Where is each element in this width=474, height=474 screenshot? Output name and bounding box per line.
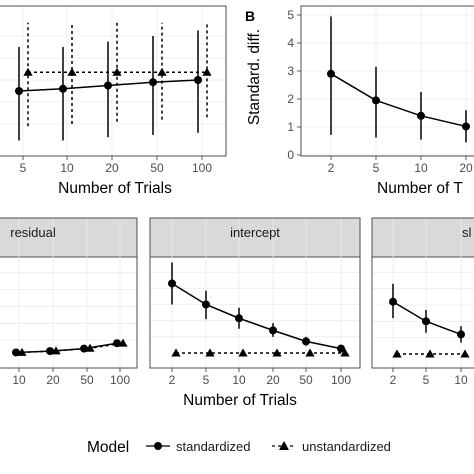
- x-tick-label: 5: [373, 161, 380, 175]
- data-point-standardized: [46, 347, 54, 356]
- panel-b-y-axis-title: Standard. diff.: [246, 29, 263, 125]
- data-point-standardized: [389, 297, 397, 306]
- x-tick-label: 20: [105, 161, 119, 175]
- x-tick-label: 10: [414, 161, 428, 175]
- panel-a-x-axis-title: Number of Trials: [58, 180, 172, 197]
- series-line-unstandardized: [21, 342, 124, 354]
- y-tick-label: 2: [287, 92, 294, 106]
- x-tick-label: 2: [169, 373, 176, 387]
- data-point-unstandardized: [425, 349, 435, 358]
- panel-border: [0, 217, 138, 369]
- x-tick-label: 10: [454, 373, 468, 387]
- data-point-unstandardized: [238, 348, 248, 357]
- facet-strip: [149, 217, 361, 258]
- data-point-unstandardized: [460, 349, 470, 358]
- data-point-unstandardized: [202, 67, 212, 76]
- data-point-standardized: [12, 348, 20, 357]
- data-point-standardized: [372, 96, 380, 105]
- strip-label-residual: residual: [10, 225, 56, 240]
- data-point-unstandardized: [51, 346, 61, 355]
- panel-intercept: 2 5 10 20 50 100: [149, 217, 361, 387]
- data-point-unstandardized: [157, 67, 167, 76]
- data-point-standardized: [149, 78, 157, 87]
- data-point-unstandardized: [305, 348, 315, 357]
- x-tick-label: 5: [203, 373, 210, 387]
- y-tick-label: 4: [287, 36, 294, 50]
- data-point-standardized: [59, 84, 67, 93]
- data-point-unstandardized: [85, 343, 95, 352]
- facet-strip: [371, 217, 474, 258]
- x-tick-label: 20: [46, 373, 60, 387]
- data-point-standardized: [104, 81, 112, 90]
- panel-b: 2 5 10 20 0 1 2 3 4 5: [287, 5, 474, 175]
- data-point-standardized: [462, 122, 470, 131]
- x-tick-label: 50: [150, 161, 164, 175]
- series-line-standardized: [171, 282, 342, 350]
- panel-a: 5 10 20 50 100: [0, 5, 227, 175]
- x-tick-label: 10: [60, 161, 74, 175]
- panel-residual: 10 20 50 100: [0, 217, 138, 387]
- x-tick-label: 100: [331, 373, 351, 387]
- y-tick-label: 0: [287, 148, 294, 162]
- data-point-standardized: [269, 326, 277, 335]
- data-point-unstandardized: [23, 67, 33, 76]
- data-point-standardized: [457, 330, 465, 339]
- data-point-unstandardized: [17, 347, 27, 356]
- data-point-standardized: [113, 339, 121, 348]
- data-point-unstandardized: [67, 67, 77, 76]
- data-point-standardized: [168, 279, 176, 288]
- legend: Model standardized unstandardized: [87, 439, 391, 456]
- x-tick-label: 100: [110, 373, 130, 387]
- x-tick-label: 100: [192, 161, 212, 175]
- data-point-unstandardized: [112, 67, 122, 76]
- data-point-unstandardized: [340, 348, 350, 357]
- panel-b-letter: B: [245, 8, 255, 24]
- data-point-unstandardized: [392, 349, 402, 358]
- legend-label-standardized: standardized: [176, 439, 250, 454]
- panel-slope: 2 5 10: [371, 217, 474, 387]
- strip-label-intercept: intercept: [230, 225, 280, 240]
- panel-border: [300, 5, 474, 157]
- y-tick-label: 5: [287, 8, 294, 22]
- x-tick-label: 2: [328, 161, 335, 175]
- x-tick-label: 20: [459, 161, 473, 175]
- x-tick-label: 50: [299, 373, 313, 387]
- x-tick-label: 5: [20, 161, 27, 175]
- x-tick-label: 5: [423, 373, 430, 387]
- data-point-unstandardized: [205, 348, 215, 357]
- data-point-standardized: [422, 317, 430, 326]
- panel-border: [149, 217, 361, 369]
- data-point-standardized: [302, 337, 310, 346]
- y-tick-label: 1: [287, 120, 294, 134]
- panel-border: [371, 217, 474, 369]
- bottom-x-axis-title: Number of Trials: [183, 392, 297, 409]
- panel-background: [301, 6, 474, 156]
- series-line-standardized: [330, 73, 467, 128]
- legend-label-unstandardized: unstandardized: [302, 439, 391, 454]
- data-point-standardized: [235, 314, 243, 323]
- x-tick-label: 10: [12, 373, 26, 387]
- y-tick-label: 3: [287, 64, 294, 78]
- data-point-standardized: [15, 87, 23, 95]
- data-point-standardized: [202, 300, 210, 309]
- legend-key-triangle: [279, 441, 289, 450]
- legend-key-circle: [154, 442, 162, 450]
- legend-title: Model: [87, 439, 129, 456]
- data-point-standardized: [327, 69, 335, 78]
- data-point-standardized: [194, 76, 202, 84]
- x-tick-label: 20: [266, 373, 280, 387]
- data-point-unstandardized: [272, 348, 282, 357]
- panel-border: [0, 5, 227, 157]
- data-point-standardized: [417, 111, 425, 120]
- data-point-standardized: [337, 344, 345, 353]
- data-point-unstandardized: [171, 348, 181, 357]
- x-tick-label: 2: [390, 373, 397, 387]
- x-tick-label: 50: [80, 373, 94, 387]
- data-point-unstandardized: [118, 338, 128, 347]
- x-tick-label: 10: [232, 373, 246, 387]
- panel-b-x-axis-title: Number of T: [377, 180, 463, 197]
- strip-label-slope: sl: [462, 225, 472, 240]
